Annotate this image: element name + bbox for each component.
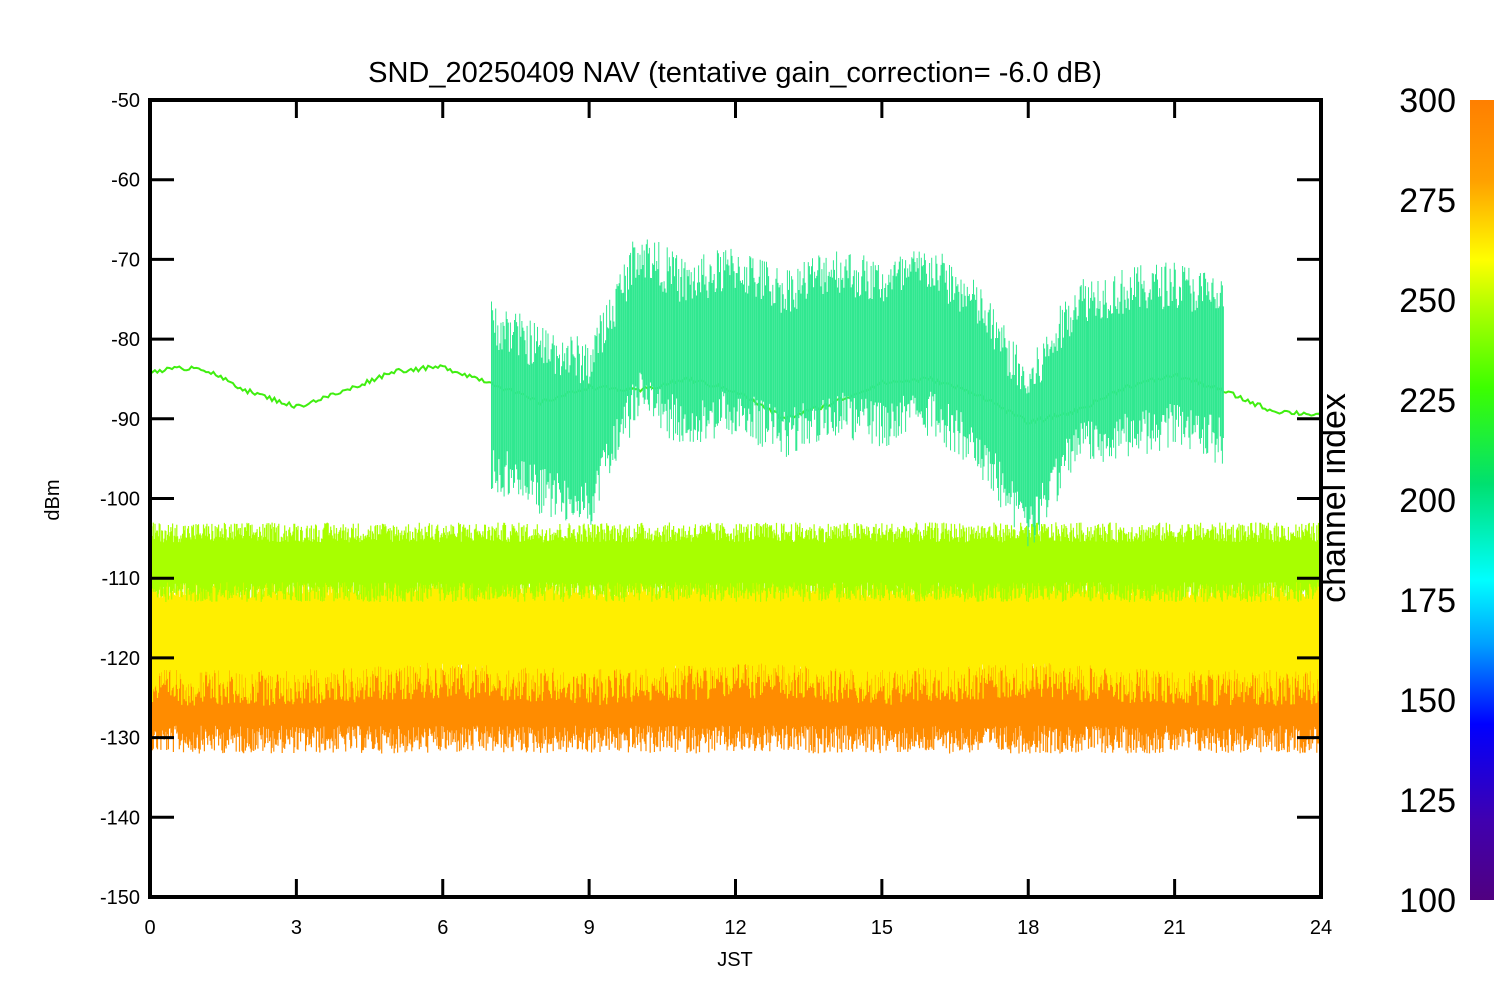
x-tick-label: 24 (1310, 917, 1332, 939)
colorbar (1470, 100, 1494, 900)
plot-area (150, 239, 1321, 754)
series-band (150, 522, 1321, 603)
y-tick-label: -80 (111, 329, 140, 351)
series-band (491, 239, 1224, 547)
colorbar-tick-label: 275 (1399, 182, 1456, 220)
colorbar-label: channel index (1315, 393, 1353, 603)
colorbar-tick-label: 200 (1399, 482, 1456, 520)
colorbar-ticks: 300 275 250 225 200 175 150 125 100 (1399, 82, 1456, 920)
y-tick-label: -140 (100, 807, 140, 829)
y-axis-label: dBm (42, 479, 64, 520)
chart-title: SND_20250409 NAV (tentative gain_correct… (368, 57, 1102, 89)
y-tick-label: -70 (111, 249, 140, 271)
x-tick-label: 12 (724, 917, 746, 939)
y-tick-label: -60 (111, 170, 140, 192)
y-tick-label: -90 (111, 409, 140, 431)
colorbar-tick-label: 100 (1399, 882, 1456, 920)
x-axis-label: JST (717, 949, 753, 971)
y-tick-label: -100 (100, 489, 140, 511)
y-tick-label: -110 (101, 568, 140, 590)
y-tick-label: -150 (100, 887, 140, 909)
x-tick-label: 15 (871, 917, 893, 939)
x-tick-label: 3 (291, 917, 302, 939)
x-tick-label: 18 (1017, 917, 1039, 939)
plot-frame (148, 98, 1323, 899)
x-tick-label: 6 (437, 917, 448, 939)
series-2 (150, 522, 1321, 603)
y-tick-label: -120 (100, 648, 140, 670)
x-tick-label: 9 (584, 917, 595, 939)
x-axis: 0 3 6 9 12 15 18 21 24 (144, 100, 1332, 939)
y-tick-label: -50 (111, 90, 140, 112)
series-band (150, 554, 1321, 706)
colorbar-tick-label: 125 (1399, 782, 1456, 820)
y-tick-label: -130 (100, 728, 140, 750)
y-axis: -50 -60 -70 -80 -90 -100 -110 -120 -130 -140 -150 (100, 90, 1321, 909)
x-tick-label: 21 (1164, 917, 1186, 939)
colorbar-tick-label: 150 (1399, 682, 1456, 720)
colorbar-tick-label: 250 (1399, 282, 1456, 320)
series-1 (150, 554, 1321, 706)
colorbar-tick-label: 300 (1399, 82, 1456, 120)
colorbar-tick-label: 225 (1399, 382, 1456, 420)
x-tick-label: 0 (144, 917, 155, 939)
series-4 (491, 239, 1224, 547)
colorbar-tick-label: 175 (1399, 582, 1456, 620)
